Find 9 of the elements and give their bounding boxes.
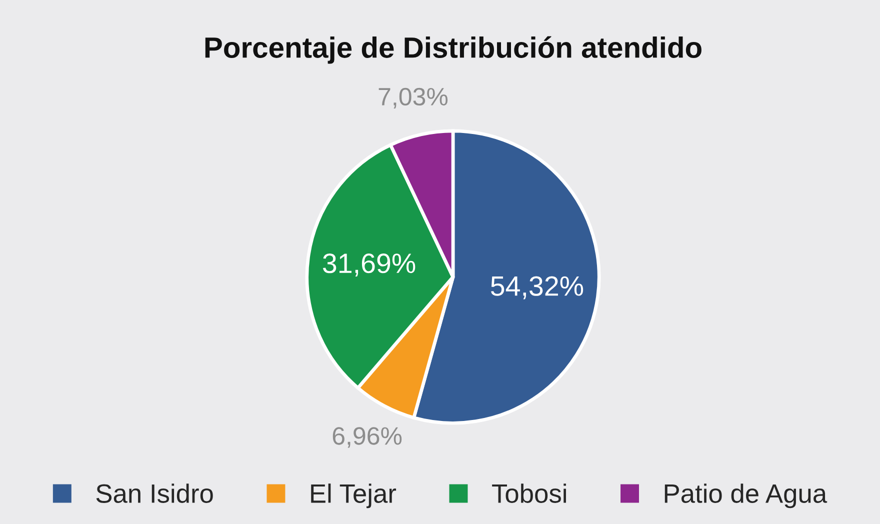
legend-label: Tobosi xyxy=(492,484,566,503)
data-label: 54,32% xyxy=(490,276,584,300)
legend-label: El Tejar xyxy=(311,484,396,508)
legend-label: Patio de Agua xyxy=(664,484,828,508)
legend-label: San Isidro xyxy=(96,484,213,503)
data-label: 7,03% xyxy=(378,88,448,108)
chart-title: Porcentaje de Distribución atendido xyxy=(205,36,702,64)
data-label: 31,69% xyxy=(322,254,416,276)
data-label: 6,96% xyxy=(332,427,402,448)
